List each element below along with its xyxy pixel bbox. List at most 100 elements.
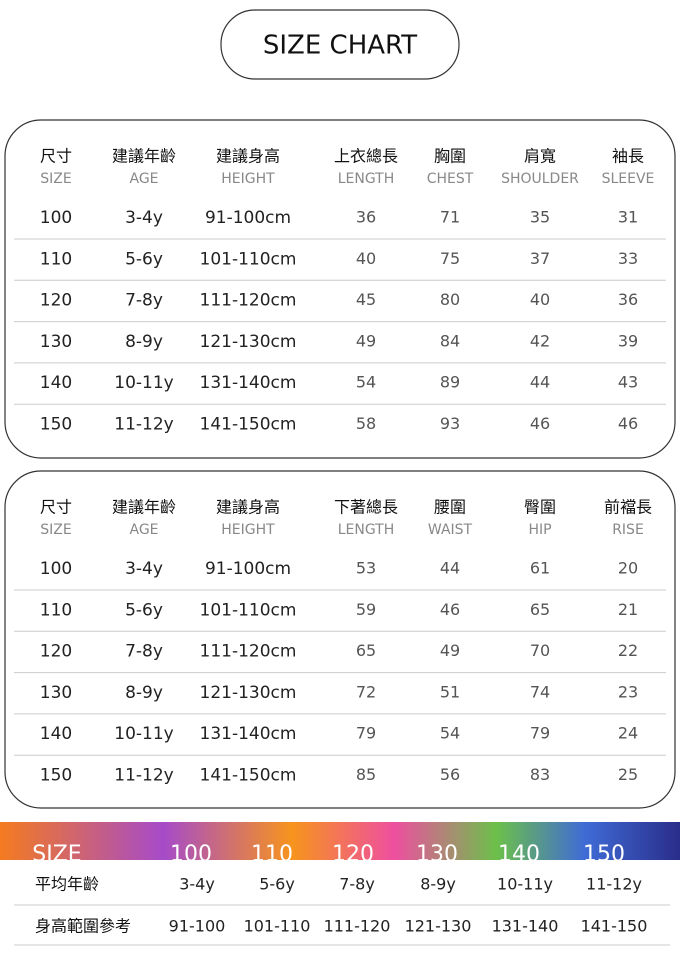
cell: 46 xyxy=(440,600,460,619)
cell: 56 xyxy=(440,765,460,784)
header-en: AGE xyxy=(129,522,158,538)
header-cn: 下著總長 xyxy=(334,498,398,517)
cell: 45 xyxy=(356,290,376,309)
header-cn: 臀圍 xyxy=(524,498,556,517)
header-en: SIZE xyxy=(40,522,71,538)
cell: 65 xyxy=(530,600,550,619)
band-label: 150 xyxy=(583,842,625,867)
cell: 111-120cm xyxy=(200,642,297,662)
cell: 85 xyxy=(356,765,376,784)
cell: 120 xyxy=(40,291,72,311)
bottoms-frame xyxy=(4,470,676,809)
header-cn: 胸圍 xyxy=(434,147,466,166)
header-cn: 前襠長 xyxy=(604,498,652,517)
row-label: 身高範圍參考 xyxy=(35,917,131,936)
band-label: SIZE xyxy=(32,842,81,867)
header-en: WAIST xyxy=(428,522,473,538)
cell: 43 xyxy=(618,373,638,392)
cell: 49 xyxy=(440,641,460,660)
header-en: LENGTH xyxy=(338,171,395,187)
header-en: HEIGHT xyxy=(221,171,275,187)
title-pill xyxy=(220,9,460,80)
cell: 3-4y xyxy=(179,875,215,894)
band-label: 100 xyxy=(170,842,212,867)
header-en: HIP xyxy=(528,522,551,538)
cell: 10-11y xyxy=(497,875,553,894)
header-cn: 建議身高 xyxy=(216,147,280,166)
cell: 101-110cm xyxy=(200,249,297,269)
cell: 79 xyxy=(356,724,376,743)
cell: 111-120cm xyxy=(200,291,297,311)
cell: 37 xyxy=(530,249,550,268)
cell: 10-11y xyxy=(114,724,173,744)
cell: 110 xyxy=(40,600,72,620)
cell: 80 xyxy=(440,290,460,309)
cell: 111-120 xyxy=(324,917,391,936)
cell: 91-100cm xyxy=(205,208,291,228)
cell: 10-11y xyxy=(114,373,173,393)
cell: 7-8y xyxy=(125,642,163,662)
cell: 141-150 xyxy=(581,917,648,936)
cell: 40 xyxy=(356,249,376,268)
cell: 121-130cm xyxy=(200,332,297,352)
cell: 61 xyxy=(530,559,550,578)
tops-frame xyxy=(4,119,676,459)
cell: 25 xyxy=(618,765,638,784)
cell: 91-100cm xyxy=(205,559,291,579)
cell: 54 xyxy=(356,373,376,392)
cell: 5-6y xyxy=(259,875,295,894)
cell: 91-100 xyxy=(169,917,226,936)
cell: 75 xyxy=(440,249,460,268)
cell: 83 xyxy=(530,765,550,784)
cell: 150 xyxy=(40,766,72,786)
cell: 131-140 xyxy=(492,917,559,936)
title: SIZE CHART xyxy=(263,31,417,61)
cell: 11-12y xyxy=(114,415,173,435)
cell: 120 xyxy=(40,642,72,662)
cell: 23 xyxy=(618,682,638,701)
cell: 8-9y xyxy=(125,683,163,703)
cell: 44 xyxy=(440,559,460,578)
header-en: LENGTH xyxy=(338,522,395,538)
cell: 84 xyxy=(440,331,460,350)
cell: 36 xyxy=(618,290,638,309)
cell: 130 xyxy=(40,332,72,352)
size-band xyxy=(0,822,680,860)
cell: 42 xyxy=(530,331,550,350)
cell: 79 xyxy=(530,724,550,743)
cell: 5-6y xyxy=(125,600,163,620)
header-en: RISE xyxy=(612,522,644,538)
row-label: 平均年齡 xyxy=(35,875,99,894)
header-en: SHOULDER xyxy=(501,171,579,187)
cell: 44 xyxy=(530,373,550,392)
cell: 101-110 xyxy=(244,917,311,936)
header-cn: 尺寸 xyxy=(40,147,72,166)
cell: 54 xyxy=(440,724,460,743)
header-cn: 尺寸 xyxy=(40,498,72,517)
header-cn: 建議年齡 xyxy=(112,498,176,517)
cell: 131-140cm xyxy=(200,724,297,744)
cell: 89 xyxy=(440,373,460,392)
header-en: AGE xyxy=(129,171,158,187)
header-cn: 建議年齡 xyxy=(112,147,176,166)
cell: 121-130cm xyxy=(200,683,297,703)
cell: 65 xyxy=(356,641,376,660)
cell: 35 xyxy=(530,208,550,227)
cell: 131-140cm xyxy=(200,373,297,393)
cell: 33 xyxy=(618,249,638,268)
cell: 39 xyxy=(618,331,638,350)
cell: 74 xyxy=(530,682,550,701)
band-label: 120 xyxy=(332,842,374,867)
cell: 141-150cm xyxy=(200,766,297,786)
cell: 22 xyxy=(618,641,638,660)
band-labels: SIZE 100 110 120 130 140 150 xyxy=(32,842,625,867)
cell: 24 xyxy=(618,724,638,743)
cell: 49 xyxy=(356,331,376,350)
cell: 53 xyxy=(356,559,376,578)
header-cn: 上衣總長 xyxy=(334,147,398,166)
cell: 58 xyxy=(356,414,376,433)
cell: 141-150cm xyxy=(200,415,297,435)
cell: 100 xyxy=(40,559,72,579)
